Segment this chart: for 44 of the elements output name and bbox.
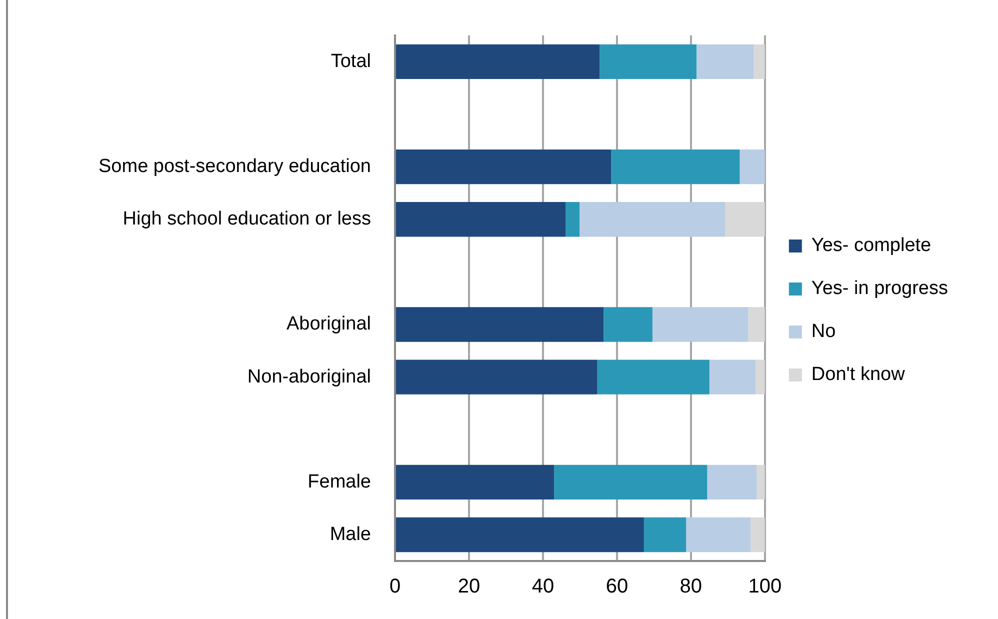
bar xyxy=(652,307,748,342)
bar xyxy=(396,307,604,342)
bar xyxy=(396,149,612,184)
bar xyxy=(756,464,765,500)
bar xyxy=(611,149,740,184)
legend-label: Don't know xyxy=(811,364,906,386)
bar xyxy=(644,517,686,552)
legend-label: Yes- complete xyxy=(811,235,932,256)
x-tick-label: 100 xyxy=(748,576,782,598)
y-tick-label: Some post-secondary education xyxy=(98,156,371,178)
bar xyxy=(580,202,726,237)
bar xyxy=(554,464,708,500)
y-tick-label: Total xyxy=(330,50,371,72)
bar xyxy=(707,464,757,500)
x-tick-label: 0 xyxy=(389,576,401,598)
y-tick-label: Male xyxy=(330,524,371,545)
x-tick-label: 80 xyxy=(680,576,702,598)
y-tick-label: Non-aboriginal xyxy=(247,366,371,388)
bar xyxy=(725,202,765,237)
x-tick-label: 60 xyxy=(606,576,628,598)
bar xyxy=(754,44,765,80)
x-tick-label: 20 xyxy=(458,576,480,598)
bar xyxy=(396,202,566,237)
legend-label: No xyxy=(811,321,836,342)
bar xyxy=(756,360,765,394)
bar xyxy=(566,202,580,237)
bar xyxy=(396,360,598,394)
bar xyxy=(396,464,554,500)
bar xyxy=(600,44,696,80)
y-tick-label: Female xyxy=(308,471,371,492)
bar xyxy=(709,360,756,394)
bar xyxy=(396,44,600,80)
x-tick-label: 40 xyxy=(532,576,554,598)
bar xyxy=(686,517,750,552)
y-tick-label: Aboriginal xyxy=(286,314,371,335)
bar xyxy=(597,360,710,394)
y-tick-label: High school education or less xyxy=(122,208,371,230)
bar xyxy=(740,149,765,184)
bar xyxy=(696,44,754,80)
bar xyxy=(396,517,644,552)
bar xyxy=(750,517,765,552)
legend-label: Yes- in progress xyxy=(811,278,948,300)
bar xyxy=(604,307,652,342)
bar xyxy=(748,307,765,342)
